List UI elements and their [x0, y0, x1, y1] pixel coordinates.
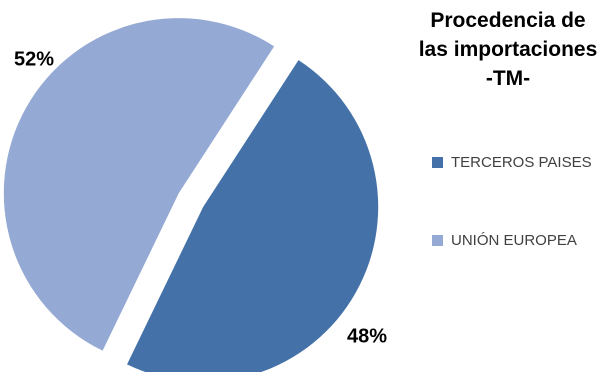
- legend-label-union-europea: UNIÓN EUROPEA: [451, 231, 577, 249]
- data-label-terceros-paises: 48%: [347, 325, 387, 347]
- legend-item-union-europea: UNIÓN EUROPEA: [432, 228, 592, 252]
- chart-title: Procedencia de las importaciones -TM-: [405, 6, 611, 93]
- pie-slice-terceros-paises: [127, 60, 379, 372]
- chart-title-line-2: las importaciones: [418, 38, 598, 61]
- chart-legend: TERCEROS PAISES UNIÓN EUROPEA: [432, 150, 592, 306]
- pie-slices: [3, 18, 379, 372]
- data-label-union-europea: 52%: [14, 48, 54, 70]
- legend-item-terceros-paises: TERCEROS PAISES: [432, 150, 592, 174]
- chart-title-line-1: Procedencia de: [430, 9, 586, 32]
- chart-title-line-3: -TM-: [485, 67, 531, 90]
- legend-swatch-terceros-paises: [432, 156, 443, 168]
- legend-label-terceros-paises: TERCEROS PAISES: [451, 153, 592, 171]
- legend-swatch-union-europea: [432, 234, 443, 246]
- pie-slice-union-europea: [3, 18, 275, 351]
- pie-data-labels: 48% 52%: [14, 48, 387, 347]
